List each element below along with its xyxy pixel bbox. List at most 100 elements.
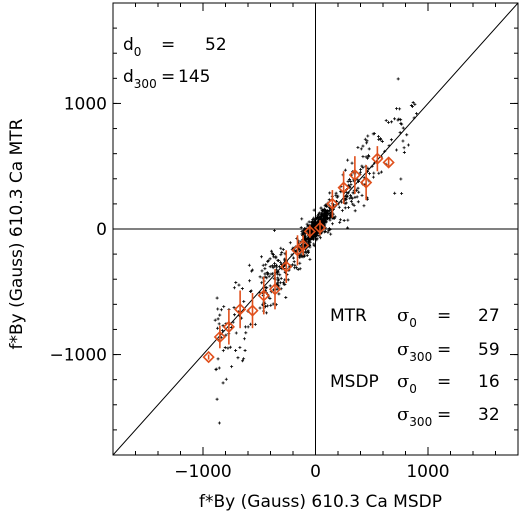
- pixel-point: [292, 260, 296, 264]
- binned-point: [313, 220, 327, 236]
- pixel-point: [223, 346, 227, 350]
- pixel-point: [278, 273, 282, 277]
- pixel-point: [265, 271, 269, 275]
- pixel-point: [268, 257, 272, 261]
- binned-point: [222, 309, 236, 345]
- pixel-point: [218, 313, 222, 317]
- pixel-point: [260, 281, 264, 285]
- binned-series: [202, 146, 395, 364]
- pixel-point: [351, 191, 355, 195]
- pixel-point: [306, 224, 310, 228]
- pixel-point: [358, 170, 362, 174]
- binned-point: [359, 164, 373, 201]
- pixel-point: [349, 199, 353, 203]
- pixel-point: [232, 286, 236, 290]
- pixel-point: [272, 229, 276, 233]
- pixel-point: [327, 198, 331, 202]
- pixel-point: [216, 317, 220, 321]
- pixel-point: [399, 177, 403, 181]
- binned-point: [296, 235, 310, 256]
- pixel-point: [316, 231, 320, 235]
- pixel-point: [298, 267, 302, 271]
- svg-text:d300: d300: [123, 67, 157, 91]
- pixel-point: [258, 275, 262, 279]
- pixel-point: [366, 156, 370, 160]
- pixel-point: [268, 296, 272, 300]
- pixel-point: [277, 259, 281, 263]
- pixel-point: [308, 245, 312, 249]
- pixel-point: [328, 208, 332, 212]
- diamond-marker: [268, 283, 282, 296]
- pixel-point: [242, 357, 246, 361]
- pixel-point: [320, 212, 324, 216]
- pixel-point: [371, 175, 375, 179]
- annotation-d0: d0 = 52: [123, 35, 227, 59]
- pixel-point: [279, 276, 283, 280]
- pixel-point: [274, 263, 278, 267]
- pixel-point: [258, 306, 262, 310]
- pixel-point: [330, 222, 334, 226]
- pixel-point: [399, 122, 403, 126]
- pixel-point: [279, 281, 283, 285]
- pixel-point: [244, 331, 248, 335]
- pixel-point: [401, 139, 405, 143]
- pixel-point: [279, 253, 283, 257]
- pixel-point: [322, 212, 326, 216]
- pixel-point: [234, 331, 238, 335]
- pixel-point: [389, 138, 393, 142]
- pixel-point: [284, 296, 288, 300]
- pixel-point: [393, 117, 397, 121]
- pixel-point: [362, 204, 366, 208]
- pixel-point: [406, 143, 410, 147]
- pixel-point: [217, 366, 221, 370]
- svg-text:σ0: σ0: [397, 371, 417, 396]
- pixel-point: [219, 308, 223, 312]
- pixel-point: [397, 117, 401, 121]
- y-tick-label: 0: [96, 220, 107, 240]
- pixel-point: [246, 325, 250, 329]
- pixel-point: [293, 263, 297, 267]
- pixel-point: [271, 266, 275, 270]
- pixel-point: [275, 272, 279, 276]
- pixel-point: [400, 191, 404, 195]
- pixel-point: [334, 191, 338, 195]
- pixel-point: [312, 220, 316, 224]
- mtr-label: MTR: [330, 306, 367, 326]
- pixel-point: [346, 179, 350, 183]
- pixel-point: [343, 206, 347, 210]
- svg-text:=: =: [161, 67, 175, 87]
- pixel-point: [320, 217, 324, 221]
- pixel-point: [411, 104, 415, 108]
- pixel-point: [243, 325, 247, 329]
- binned-point: [382, 156, 395, 169]
- pixel-point: [343, 168, 347, 172]
- pixel-point: [395, 107, 399, 111]
- binned-point: [280, 250, 293, 283]
- pixel-point: [365, 139, 369, 143]
- x-tick-label: 0: [310, 462, 321, 482]
- pixel-point: [224, 377, 228, 381]
- pixel-point: [311, 218, 315, 222]
- pixel-point: [279, 260, 283, 264]
- pixel-point: [321, 208, 325, 212]
- binned-point: [303, 225, 317, 238]
- diamond-marker: [303, 225, 317, 238]
- pixel-point: [321, 214, 325, 218]
- pixel-point: [399, 118, 403, 122]
- svg-text:145: 145: [178, 67, 210, 87]
- y-axis-label: f*By (Gauss) 610.3 Ca MTR: [7, 118, 27, 349]
- svg-text:d0: d0: [123, 35, 141, 59]
- binned-point: [268, 269, 282, 310]
- pixel-point: [275, 287, 279, 291]
- binned-point: [202, 350, 215, 364]
- pixel-point: [413, 102, 417, 106]
- pixel-point: [398, 130, 402, 134]
- pixel-point: [224, 333, 228, 337]
- pixel-point: [214, 368, 218, 372]
- pixel-point: [352, 203, 356, 207]
- pixel-point: [326, 230, 330, 234]
- pixel-point: [279, 246, 283, 250]
- svg-text:σ300: σ300: [397, 404, 432, 429]
- pixel-point: [240, 287, 244, 291]
